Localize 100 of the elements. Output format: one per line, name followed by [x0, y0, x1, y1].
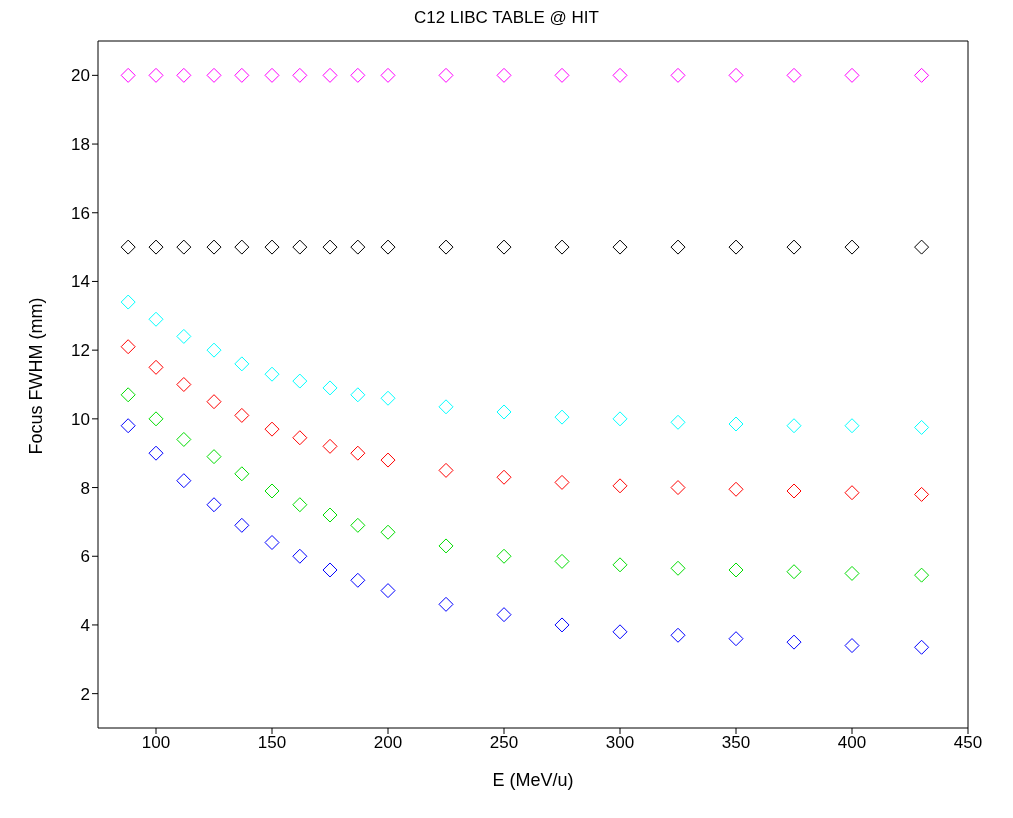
point: [844, 239, 860, 255]
point: [264, 67, 280, 83]
point: [206, 67, 222, 83]
point: [496, 404, 512, 420]
point: [234, 356, 250, 372]
point: [176, 377, 192, 392]
point: [322, 67, 338, 83]
x-tick-label: 350: [721, 733, 751, 753]
point: [438, 538, 454, 554]
point: [914, 486, 930, 502]
point: [120, 418, 136, 434]
point: [120, 239, 136, 255]
point: [612, 411, 628, 427]
point: [612, 67, 628, 83]
y-tick-label: 12: [71, 341, 90, 361]
point: [322, 380, 338, 396]
chart-title: C12 LIBC TABLE @ HIT: [413, 8, 600, 28]
x-tick-label: 250: [489, 733, 519, 753]
point: [554, 67, 570, 83]
point: [844, 485, 860, 501]
point: [120, 294, 136, 310]
point: [176, 473, 192, 489]
point: [728, 67, 744, 83]
point: [206, 497, 222, 513]
y-tick-label: 18: [71, 135, 90, 155]
point: [844, 638, 860, 654]
point: [234, 407, 250, 423]
point: [292, 548, 308, 564]
x-tick-label: 100: [141, 733, 171, 753]
point: [264, 535, 280, 551]
point: [292, 239, 308, 255]
point: [496, 469, 512, 485]
point: [786, 418, 802, 434]
point: [206, 342, 222, 358]
x-tick-label: 150: [257, 733, 287, 753]
point: [728, 481, 744, 497]
point: [914, 67, 930, 83]
point: [496, 239, 512, 255]
point: [234, 67, 250, 83]
point: [914, 639, 930, 655]
point: [120, 339, 136, 355]
point: [612, 557, 628, 573]
point: [844, 565, 860, 581]
point: [148, 411, 164, 427]
point: [264, 366, 280, 382]
point: [844, 67, 860, 83]
point: [844, 418, 860, 434]
point: [554, 409, 570, 425]
point: [206, 449, 222, 465]
x-tick-label: 200: [373, 733, 403, 753]
point: [206, 239, 222, 255]
point: [438, 239, 454, 255]
point: [670, 414, 686, 430]
point: [380, 239, 396, 255]
point: [176, 328, 192, 344]
point: [554, 474, 570, 490]
point: [350, 239, 366, 255]
point: [914, 567, 930, 583]
point: [120, 387, 136, 403]
point: [670, 480, 686, 496]
point: [554, 553, 570, 569]
point: [728, 239, 744, 255]
y-tick-label: 2: [80, 684, 90, 704]
point: [176, 239, 192, 255]
x-axis-title: E (MeV/u): [492, 770, 574, 790]
point: [350, 572, 366, 588]
point: [350, 387, 366, 403]
point: [234, 239, 250, 255]
x-tick-label: 300: [605, 733, 635, 753]
point: [496, 548, 512, 564]
point: [292, 497, 308, 513]
y-tick-label: 8: [80, 478, 90, 498]
point: [786, 239, 802, 255]
point: [438, 399, 454, 415]
point: [350, 67, 366, 83]
point: [786, 564, 802, 580]
point: [914, 419, 930, 435]
point: [438, 67, 454, 83]
point: [728, 631, 744, 647]
point: [292, 373, 308, 389]
point: [380, 583, 396, 599]
point: [612, 624, 628, 640]
point: [292, 67, 308, 83]
y-tick-label: 14: [71, 272, 90, 292]
point: [380, 67, 396, 83]
x-tick-label: 400: [837, 733, 867, 753]
y-tick-label: 4: [80, 615, 90, 635]
point: [148, 311, 164, 327]
point: [670, 627, 686, 643]
point: [350, 445, 366, 461]
y-axis-title: Focus FWHM (mm): [26, 297, 47, 455]
point: [670, 67, 686, 83]
point: [496, 607, 512, 623]
point: [322, 438, 338, 454]
point: [612, 239, 628, 255]
point: [292, 430, 308, 446]
point: [914, 239, 930, 255]
point: [350, 517, 366, 533]
point: [322, 239, 338, 255]
point: [786, 67, 802, 83]
